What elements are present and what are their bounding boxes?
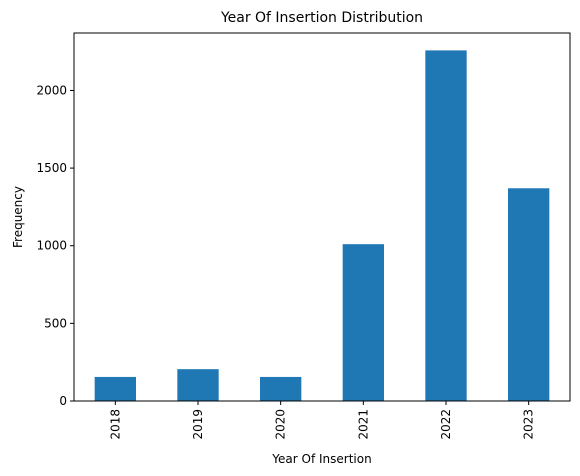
bar-2019 (177, 369, 219, 401)
x-tick-label-2020: 2020 (274, 409, 288, 440)
y-tick-label: 0 (59, 394, 67, 408)
y-tick-label: 500 (44, 316, 67, 330)
bar-2021 (342, 244, 384, 401)
bar-2023 (508, 188, 550, 401)
x-axis-label: Year Of Insertion (271, 452, 371, 466)
x-tick-label-2022: 2022 (439, 409, 453, 440)
chart-title: Year Of Insertion Distribution (220, 10, 423, 26)
y-tick-label: 1500 (36, 161, 67, 175)
bar-2020 (260, 376, 302, 401)
y-axis: 0 500 1000 1500 2000 (36, 83, 74, 408)
y-tick-label: 2000 (36, 83, 67, 97)
bar-2018 (94, 376, 136, 401)
x-tick-label-2018: 2018 (108, 409, 122, 440)
bar-2022 (425, 50, 467, 401)
y-tick-label: 1000 (36, 239, 67, 253)
bars-group (94, 50, 550, 401)
x-tick-label-2023: 2023 (522, 409, 536, 440)
x-axis: 2018 2019 2020 2021 2022 2023 (108, 401, 536, 440)
plot-frame (73, 32, 571, 402)
x-tick-label-2019: 2019 (191, 409, 205, 440)
y-axis-label: Frequency (11, 186, 25, 248)
x-tick-label-2021: 2021 (356, 409, 370, 440)
